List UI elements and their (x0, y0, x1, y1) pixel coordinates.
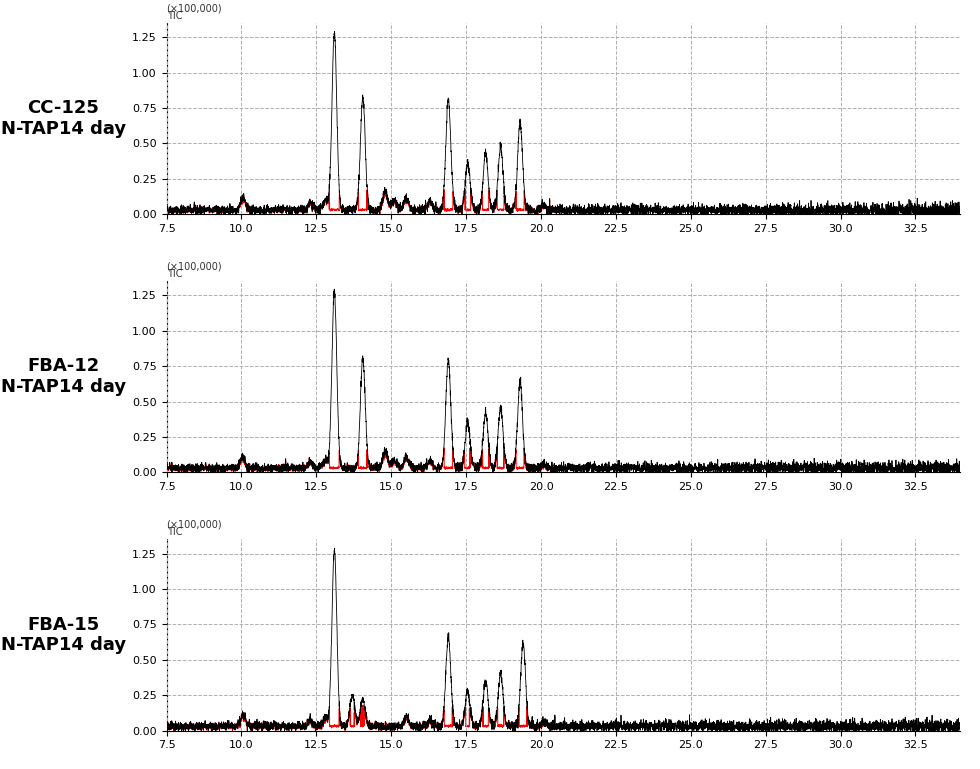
Text: (×100,000): (×100,000) (167, 261, 222, 271)
Text: (×100,000): (×100,000) (167, 4, 222, 14)
Text: FBA-15
N-TAP14 day: FBA-15 N-TAP14 day (1, 615, 126, 654)
Text: CC-125
N-TAP14 day: CC-125 N-TAP14 day (1, 99, 126, 138)
Text: TIC: TIC (167, 269, 182, 279)
Text: TIC: TIC (167, 528, 182, 538)
Text: (×100,000): (×100,000) (167, 520, 222, 530)
Text: TIC: TIC (167, 12, 182, 22)
Text: FBA-12
N-TAP14 day: FBA-12 N-TAP14 day (1, 358, 126, 396)
